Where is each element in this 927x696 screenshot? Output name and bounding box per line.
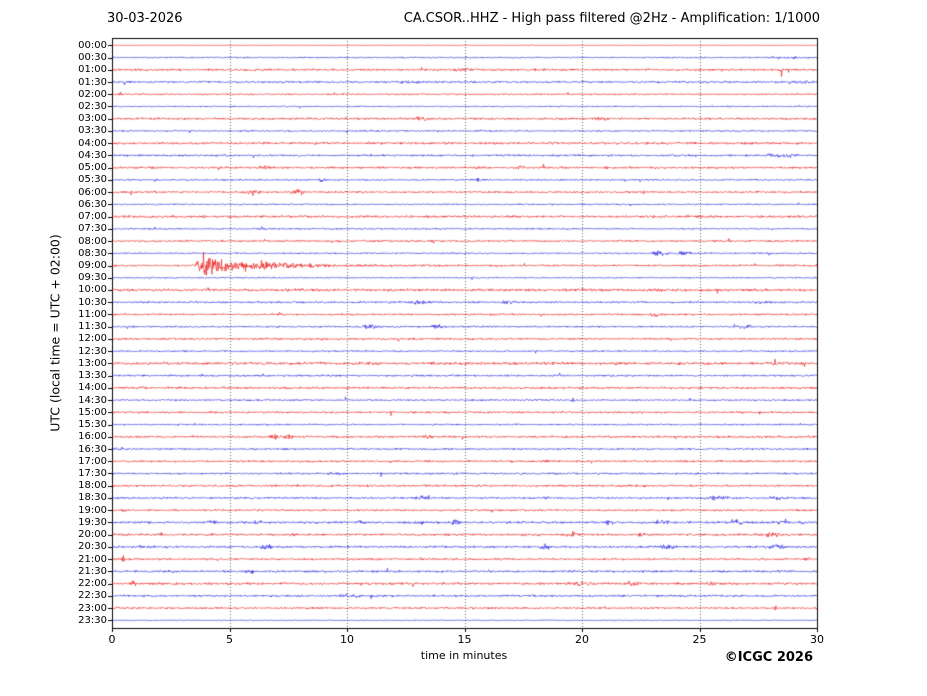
row-time-label: 22:30 xyxy=(78,590,107,602)
row-time-label: 06:00 xyxy=(78,186,107,198)
row-time-label: 04:00 xyxy=(78,137,107,149)
row-time-label: 15:30 xyxy=(78,419,107,431)
row-time-label: 23:30 xyxy=(78,614,107,626)
row-time-label: 02:00 xyxy=(78,88,107,100)
row-time-label: 21:30 xyxy=(78,565,107,577)
x-tick-label: 25 xyxy=(692,633,707,646)
row-time-label: 10:30 xyxy=(78,296,107,308)
row-time-label: 02:30 xyxy=(78,100,107,112)
row-time-label: 19:00 xyxy=(78,504,107,516)
row-time-label: 18:00 xyxy=(78,480,107,492)
x-axis-label: time in minutes xyxy=(420,649,508,662)
row-time-label: 14:30 xyxy=(78,394,107,406)
row-time-label: 01:00 xyxy=(78,64,107,76)
row-time-label: 16:00 xyxy=(78,431,107,443)
row-time-label: 04:30 xyxy=(78,149,107,161)
row-time-label: 13:00 xyxy=(78,357,107,369)
row-time-label: 09:30 xyxy=(78,272,107,284)
x-tick-label: 20 xyxy=(575,633,589,646)
plot-title: CA.CSOR..HHZ - High pass filtered @2Hz -… xyxy=(403,11,820,26)
row-time-label: 03:30 xyxy=(78,125,107,137)
row-time-label: 21:00 xyxy=(78,553,107,565)
row-time-label: 23:00 xyxy=(78,602,107,614)
row-time-label: 03:00 xyxy=(78,113,107,125)
row-time-label: 22:00 xyxy=(78,578,107,590)
row-time-label: 12:00 xyxy=(78,333,107,345)
x-tick-label: 30 xyxy=(810,633,824,646)
row-time-label: 11:00 xyxy=(78,308,107,320)
row-time-label: 16:30 xyxy=(78,443,107,455)
row-time-label: 00:00 xyxy=(78,39,107,51)
x-tick-label: 15 xyxy=(457,633,472,646)
row-time-label: 07:00 xyxy=(78,211,107,223)
row-time-label: 13:30 xyxy=(78,370,107,382)
x-tick-label: 0 xyxy=(108,633,116,646)
row-time-label: 19:30 xyxy=(78,516,107,528)
row-time-label: 14:00 xyxy=(78,382,107,394)
row-time-label: 07:30 xyxy=(78,223,107,235)
x-tick-label: 10 xyxy=(340,633,354,646)
row-time-label: 18:30 xyxy=(78,492,107,504)
row-time-label: 05:30 xyxy=(78,174,107,186)
row-time-label: 12:30 xyxy=(78,345,107,357)
row-time-label: 05:00 xyxy=(78,162,107,174)
row-time-label: 11:30 xyxy=(78,321,107,333)
row-time-label: 20:30 xyxy=(78,541,107,553)
row-time-label: 17:00 xyxy=(78,455,107,467)
copyright-text: ©ICGC 2026 xyxy=(724,650,813,665)
row-time-label: 08:00 xyxy=(78,235,107,247)
row-time-label: 15:00 xyxy=(78,406,107,418)
row-time-label: 09:00 xyxy=(78,260,107,271)
row-time-label: 01:30 xyxy=(78,76,107,88)
row-time-label: 17:30 xyxy=(78,467,107,479)
row-time-label: 08:30 xyxy=(78,247,107,259)
row-time-label: 06:30 xyxy=(78,198,107,210)
x-tick-label: 5 xyxy=(226,633,233,646)
row-time-label: 00:30 xyxy=(78,52,107,64)
row-time-label: 10:00 xyxy=(78,284,107,296)
row-time-label: 20:00 xyxy=(78,529,107,541)
date-title: 30-03-2026 xyxy=(107,11,183,26)
